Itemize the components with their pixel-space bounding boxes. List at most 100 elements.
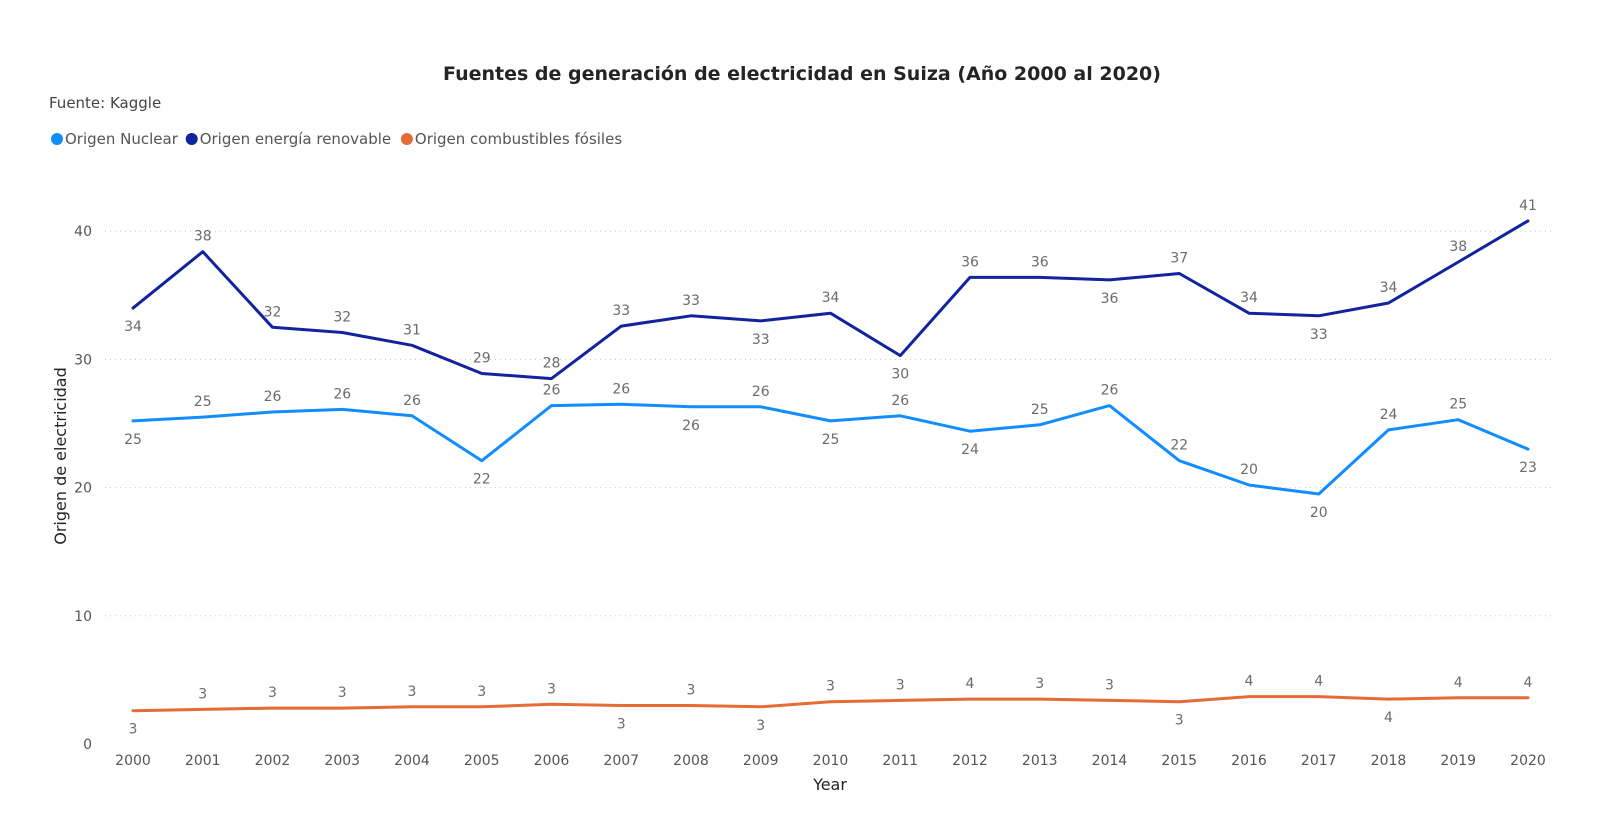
data-label: 37: [1170, 251, 1188, 267]
x-tick-label: 2006: [534, 753, 570, 769]
chart-subtitle: Fuente: Kaggle: [49, 94, 161, 112]
legend-item: Origen combustibles fósiles: [400, 130, 622, 148]
data-label: 32: [333, 309, 351, 325]
series-line: [131, 402, 1530, 496]
x-tick-label: 2018: [1371, 753, 1407, 769]
series-lines: [131, 219, 1530, 713]
legend: Origen Nuclear Origen energía renovable Or…: [51, 130, 622, 148]
data-label: 33: [612, 303, 630, 319]
data-label: 3: [687, 683, 696, 699]
x-tick-label: 2009: [743, 753, 779, 769]
legend-label: Origen Nuclear: [65, 130, 179, 148]
data-label: 3: [338, 685, 347, 701]
x-tick-label: 2015: [1161, 753, 1197, 769]
x-tick-label: 2016: [1231, 753, 1267, 769]
data-label: 4: [1384, 710, 1393, 726]
x-tick-label: 2019: [1440, 753, 1476, 769]
data-label: 36: [1031, 254, 1049, 270]
data-label: 26: [1101, 383, 1119, 399]
data-label: 20: [1240, 462, 1258, 478]
data-label: 26: [752, 384, 770, 400]
data-label: 25: [822, 432, 840, 448]
data-label: 31: [403, 322, 421, 338]
data-label: 34: [822, 290, 840, 306]
x-tick-label: 2001: [185, 753, 221, 769]
y-tick-label: 40: [74, 224, 92, 240]
legend-item: Origen Nuclear: [51, 130, 179, 148]
data-label: 34: [1380, 280, 1398, 296]
data-labels: 25 25 26 26 26 22 26 26 26 26 25 26 24 25 26 22 20 20 24 25…: [124, 198, 1537, 738]
data-label: 3: [268, 685, 277, 701]
data-label: 26: [891, 393, 909, 409]
y-tick-label: 0: [83, 737, 92, 753]
x-tick-label: 2011: [882, 753, 918, 769]
data-label: 25: [1449, 397, 1467, 413]
x-tick-label: 2004: [394, 753, 430, 769]
data-label: 36: [1101, 291, 1119, 307]
x-tick-label: 2007: [603, 753, 639, 769]
data-label: 33: [1310, 327, 1328, 343]
data-label: 33: [682, 293, 700, 309]
data-label: 25: [194, 394, 212, 410]
data-label: 22: [473, 472, 491, 488]
data-label: 3: [896, 677, 905, 693]
data-label: 26: [333, 386, 351, 402]
data-label: 33: [752, 332, 770, 348]
data-label: 25: [124, 432, 142, 448]
x-tick-label: 2000: [115, 753, 151, 769]
data-label: 25: [1031, 402, 1049, 418]
data-label: 3: [129, 722, 138, 738]
legend-marker: [185, 133, 198, 145]
legend-marker: [51, 133, 63, 145]
data-label: 4: [1314, 674, 1323, 690]
data-label: 3: [826, 679, 835, 695]
data-label: 26: [682, 418, 700, 434]
series-line: [131, 219, 1530, 381]
chart-title: Fuentes de generación de electricidad en…: [443, 63, 1161, 85]
data-label: 38: [1449, 239, 1467, 255]
data-label: 3: [1105, 677, 1114, 693]
data-label: 22: [1170, 438, 1188, 454]
x-tick-label: 2013: [1022, 753, 1058, 769]
data-label: 4: [966, 676, 975, 692]
y-axis-title: Origen de electricidad: [51, 367, 70, 545]
data-label: 41: [1519, 198, 1537, 214]
y-tick-label: 30: [74, 352, 92, 368]
data-label: 26: [403, 393, 421, 409]
data-label: 36: [961, 254, 979, 270]
data-label: 24: [961, 442, 979, 458]
data-label: 30: [891, 367, 909, 383]
legend-label: Origen energía renovable: [200, 130, 391, 148]
data-label: 24: [1380, 407, 1398, 423]
x-tick-label: 2017: [1301, 753, 1337, 769]
y-tick-label: 10: [74, 609, 92, 625]
x-tick-label: 2003: [324, 753, 360, 769]
x-tick-label: 2005: [464, 753, 500, 769]
data-label: 4: [1245, 674, 1254, 690]
data-label: 38: [194, 229, 212, 245]
data-label: 26: [543, 383, 561, 399]
data-label: 3: [1035, 676, 1044, 692]
data-label: 4: [1524, 675, 1533, 691]
data-label: 3: [198, 686, 207, 702]
x-axis-title: Year: [812, 775, 847, 794]
data-label: 3: [477, 684, 486, 700]
data-label: 32: [264, 304, 282, 320]
series-line: [131, 695, 1530, 713]
data-label: 20: [1310, 505, 1328, 521]
x-tick-label: 2020: [1510, 753, 1546, 769]
x-tick-label: 2014: [1092, 753, 1128, 769]
x-axis-ticks: 2000 2001 2002 2003 2004 2005 2006 2007 2008 2009…: [115, 753, 1546, 769]
legend-item: Origen energía renovable: [185, 130, 391, 148]
data-label: 23: [1519, 460, 1537, 476]
x-tick-label: 2012: [952, 753, 988, 769]
data-label: 28: [543, 356, 561, 372]
data-label: 3: [408, 684, 417, 700]
x-tick-label: 2008: [673, 753, 709, 769]
legend-marker: [400, 133, 413, 145]
data-label: 3: [1175, 713, 1184, 729]
x-tick-label: 2010: [813, 753, 849, 769]
legend-label: Origen combustibles fósiles: [415, 130, 622, 148]
data-label: 3: [756, 718, 765, 734]
